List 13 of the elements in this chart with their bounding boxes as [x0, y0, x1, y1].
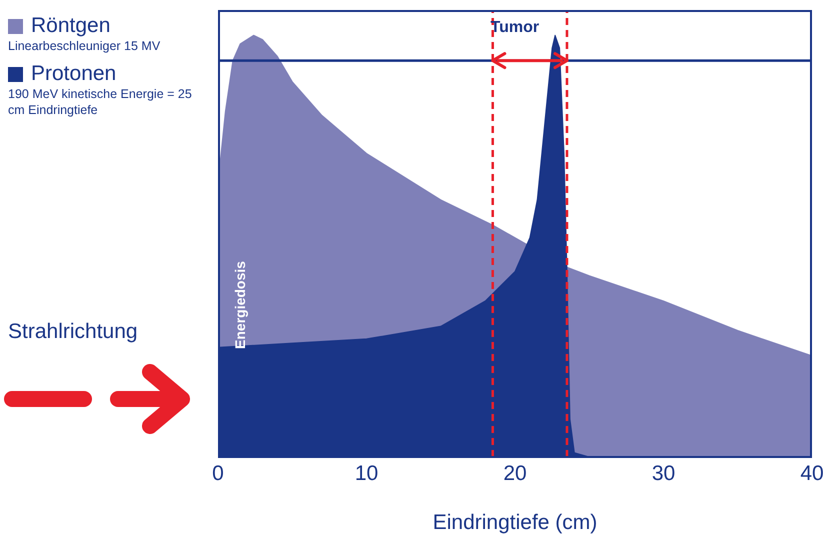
x-tick-label: 10 — [354, 462, 378, 485]
annotation: Tumor — [490, 19, 540, 36]
text: Strahlrichtung — [8, 320, 138, 344]
text: Linearbeschleuniger 15 MV — [8, 38, 162, 54]
x-tick-label: 30 — [652, 462, 676, 485]
x-axis-title: Eindringtiefe (cm) — [432, 511, 598, 534]
legend-label: Röntgen — [30, 14, 112, 38]
x-tick-label: 40 — [800, 462, 823, 485]
y-axis-title: Energiedosis — [232, 260, 248, 349]
text: 190 MeV kinetische Energie = 25 cm Eindringtiefe — [8, 86, 193, 118]
x-tick-label: 20 — [503, 462, 527, 485]
x-tick-label: 0 — [212, 462, 224, 485]
legend-label: Protonen — [30, 62, 118, 86]
